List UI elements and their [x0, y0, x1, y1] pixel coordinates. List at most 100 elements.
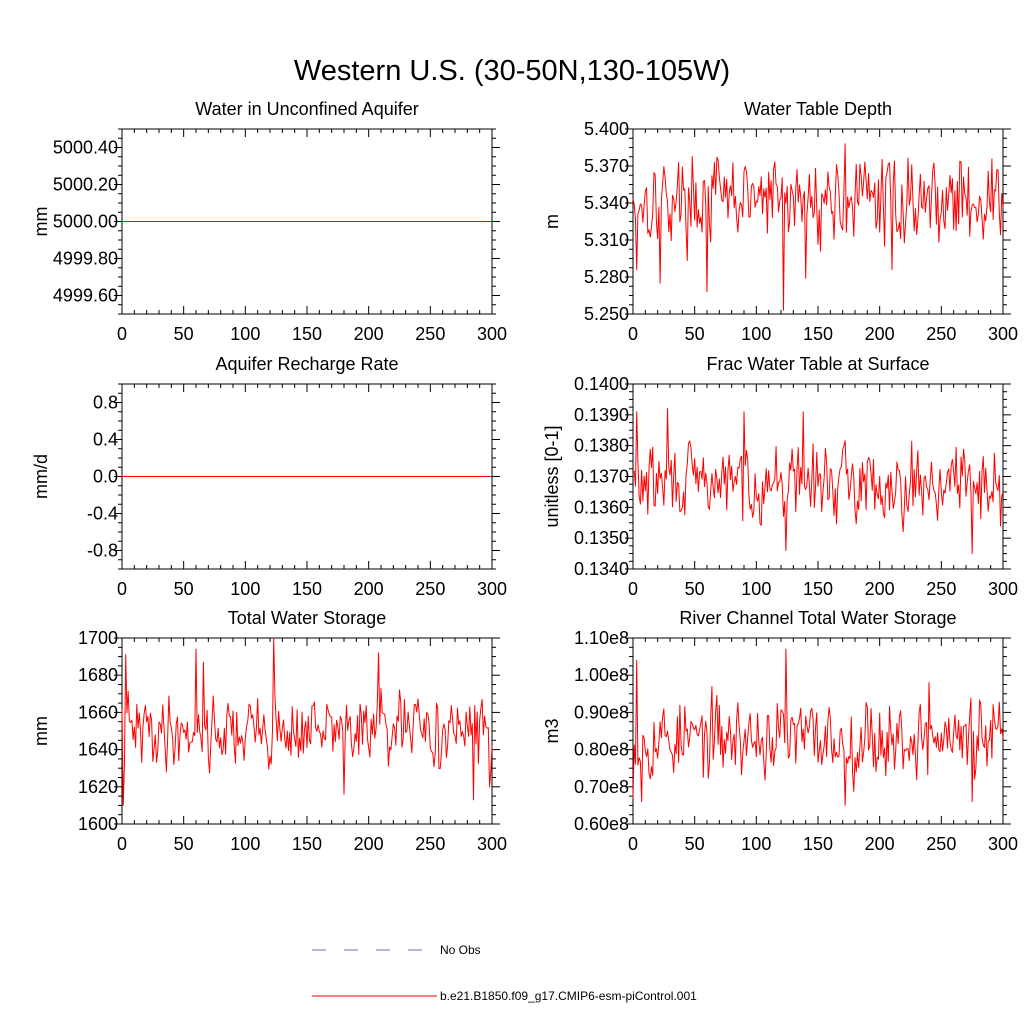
- y-axis-label: mm: [31, 716, 51, 746]
- y-axis-label: mm/d: [31, 454, 51, 499]
- x-tick-label: 50: [685, 579, 705, 599]
- y-tick-label: 5.310: [584, 230, 629, 250]
- y-tick-label: 0.90e8: [574, 702, 629, 722]
- y-tick-label: 0.1390: [574, 405, 629, 425]
- panel-5: Total Water Storage mm 0 50 100 150 200 250 300 1…: [31, 608, 507, 854]
- y-tick-label: 0.0: [93, 467, 118, 487]
- y-tick-label: 0.70e8: [574, 777, 629, 797]
- x-tick-label: 300: [988, 834, 1018, 854]
- panel-title: Water Table Depth: [744, 99, 892, 119]
- series-line: [632, 143, 1004, 311]
- x-tick-label: 150: [292, 834, 322, 854]
- x-tick-label: 0: [628, 834, 638, 854]
- y-axis-label: m: [542, 214, 562, 229]
- y-tick-label: 0.1340: [574, 559, 629, 579]
- y-axis-label: m3: [542, 718, 562, 743]
- legend-obs-label: No Obs: [440, 943, 481, 957]
- x-tick-label: 0: [628, 324, 638, 344]
- y-tick-label: 5.280: [584, 267, 629, 287]
- y-tick-label: -0.4: [87, 504, 118, 524]
- y-axis-label: unitless [0-1]: [542, 425, 562, 527]
- x-tick-label: 300: [477, 834, 507, 854]
- x-tick-label: 50: [174, 324, 194, 344]
- y-tick-label: 1620: [78, 777, 118, 797]
- y-tick-label: 0.8: [93, 393, 118, 413]
- x-tick-label: 50: [685, 324, 705, 344]
- figure-title: Western U.S. (30-50N,130-105W): [294, 55, 730, 87]
- y-tick-label: 0.80e8: [574, 740, 629, 760]
- x-tick-label: 50: [174, 579, 194, 599]
- series-line: [121, 637, 493, 806]
- x-tick-label: 150: [803, 579, 833, 599]
- x-tick-label: 250: [415, 324, 445, 344]
- y-axis-label: mm: [31, 207, 51, 237]
- panel-title: Aquifer Recharge Rate: [215, 354, 398, 374]
- y-tick-label: 5000.20: [53, 175, 118, 195]
- y-tick-label: 1600: [78, 814, 118, 834]
- y-tick-label: 0.1350: [574, 528, 629, 548]
- panel-2: Water Table Depth m 0 50 100 150 200 250 300 5.25…: [542, 99, 1018, 344]
- x-tick-label: 300: [477, 324, 507, 344]
- y-tick-label: 1660: [78, 702, 118, 722]
- series-line: [632, 648, 1004, 806]
- panel-title: Frac Water Table at Surface: [706, 354, 929, 374]
- panel-4: Frac Water Table at Surface unitless [0-1…: [542, 354, 1018, 599]
- x-tick-label: 0: [117, 324, 127, 344]
- y-tick-label: -0.8: [87, 541, 118, 561]
- y-tick-label: 1640: [78, 740, 118, 760]
- legend: No Obs b.e21.B1850.f09_g17.CMIP6-esm-piC…: [312, 943, 697, 1003]
- legend-model-label: b.e21.B1850.f09_g17.CMIP6-esm-piControl.…: [440, 989, 697, 1003]
- y-tick-label: 5.400: [584, 119, 629, 139]
- y-tick-label: 0.1360: [574, 497, 629, 517]
- y-tick-label: 4999.80: [53, 249, 118, 269]
- y-tick-label: 5.370: [584, 156, 629, 176]
- y-tick-label: 0.1370: [574, 467, 629, 487]
- y-tick-label: 5000.00: [53, 212, 118, 232]
- x-tick-label: 50: [174, 834, 194, 854]
- y-tick-label: 1.10e8: [574, 628, 629, 648]
- x-tick-label: 300: [477, 579, 507, 599]
- x-tick-label: 150: [292, 324, 322, 344]
- x-tick-label: 250: [926, 834, 956, 854]
- x-tick-label: 150: [803, 834, 833, 854]
- x-tick-label: 250: [415, 834, 445, 854]
- plot-frame: [632, 128, 1004, 315]
- x-tick-label: 100: [741, 324, 771, 344]
- y-tick-label: 4999.60: [53, 286, 118, 306]
- x-tick-label: 200: [354, 324, 384, 344]
- y-tick-label: 0.4: [93, 430, 118, 450]
- x-tick-label: 250: [926, 579, 956, 599]
- x-tick-label: 150: [292, 579, 322, 599]
- x-tick-label: 200: [354, 834, 384, 854]
- y-tick-label: 5000.40: [53, 138, 118, 158]
- y-tick-label: 5.340: [584, 193, 629, 213]
- y-tick-label: 1680: [78, 665, 118, 685]
- x-tick-label: 250: [926, 324, 956, 344]
- x-tick-label: 100: [230, 834, 260, 854]
- y-tick-label: 0.1400: [574, 374, 629, 394]
- panel-3: Aquifer Recharge Rate mm/d 0 50 100 150 200 250…: [31, 354, 507, 599]
- x-tick-label: 200: [865, 324, 895, 344]
- panel-title: Total Water Storage: [228, 608, 386, 628]
- series-line: [632, 408, 1004, 555]
- plot-frame: [632, 637, 1004, 825]
- y-tick-label: 0.60e8: [574, 814, 629, 834]
- x-tick-label: 250: [415, 579, 445, 599]
- y-tick-label: 0.1380: [574, 436, 629, 456]
- x-tick-label: 100: [741, 579, 771, 599]
- x-tick-label: 300: [988, 579, 1018, 599]
- panel-1: Water in Unconfined Aquifer mm 0 50 100 150 20…: [31, 99, 507, 344]
- x-tick-label: 0: [117, 834, 127, 854]
- y-tick-label: 1.00e8: [574, 665, 629, 685]
- panels: Water in Unconfined Aquifer mm 0 50 100 150 20…: [31, 99, 1018, 854]
- x-tick-label: 50: [685, 834, 705, 854]
- x-tick-label: 150: [803, 324, 833, 344]
- x-tick-label: 100: [230, 579, 260, 599]
- panel-6: River Channel Total Water Storage m3 0 50 10…: [542, 608, 1018, 854]
- panel-title: River Channel Total Water Storage: [679, 608, 956, 628]
- x-tick-label: 100: [741, 834, 771, 854]
- x-tick-label: 200: [354, 579, 384, 599]
- x-tick-label: 300: [988, 324, 1018, 344]
- x-tick-label: 200: [865, 834, 895, 854]
